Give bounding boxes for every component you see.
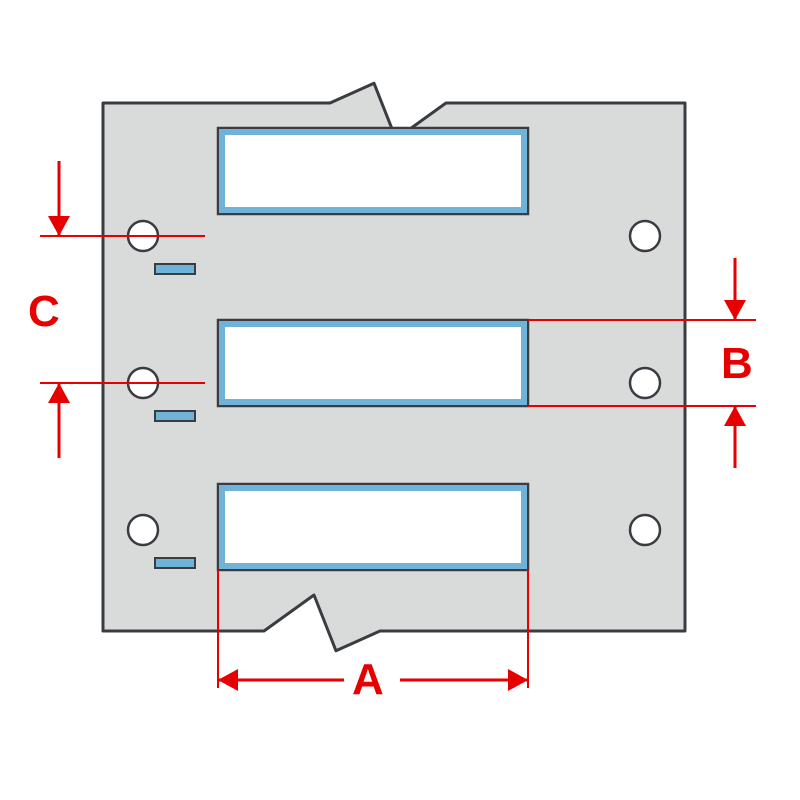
index-tick xyxy=(155,411,195,421)
diagram-stage: A B C xyxy=(0,0,800,800)
sprocket-hole xyxy=(630,221,660,251)
dim-b-arrow xyxy=(724,300,746,320)
dim-c-arrow xyxy=(48,216,70,236)
label-slot xyxy=(218,320,528,406)
index-tick xyxy=(155,558,195,568)
dim-a-arrow xyxy=(508,669,528,691)
dim-b-arrow xyxy=(724,406,746,426)
dim-label-b: B xyxy=(721,342,753,386)
sprocket-hole xyxy=(630,515,660,545)
dim-a-arrow xyxy=(218,669,238,691)
index-tick xyxy=(155,264,195,274)
sprocket-hole xyxy=(630,368,660,398)
dim-label-c: C xyxy=(28,290,60,334)
dim-label-a: A xyxy=(352,658,384,702)
label-slot xyxy=(218,128,528,214)
diagram-svg xyxy=(0,0,800,800)
sprocket-hole xyxy=(128,515,158,545)
label-slot xyxy=(218,484,528,570)
dim-c-arrow xyxy=(48,383,70,403)
